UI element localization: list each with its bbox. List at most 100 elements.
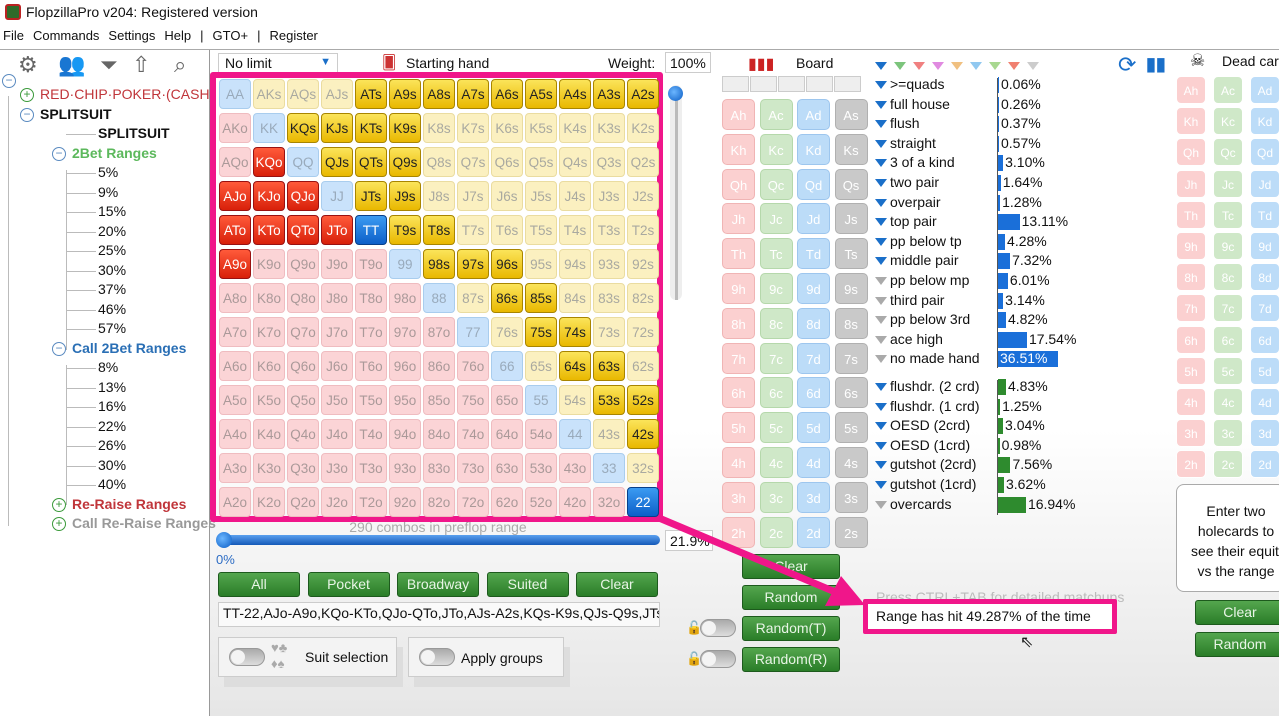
hand-cell-97o[interactable]: 97o [389, 317, 421, 347]
lock-river-toggle[interactable] [700, 650, 736, 668]
board-slot[interactable] [778, 76, 805, 92]
board-card-Kc[interactable]: Kc [759, 133, 793, 165]
filter-inactive-icon[interactable] [875, 296, 887, 305]
board-card-7d[interactable]: 7d [797, 342, 830, 374]
hand-cell-A7s[interactable]: A7s [457, 79, 489, 109]
game-type-dropdown[interactable]: No limit ▼ [218, 53, 338, 73]
hand-cell-J2o[interactable]: J2o [321, 487, 353, 517]
filter-active-icon[interactable] [875, 383, 887, 391]
dead-card-3h[interactable]: 3h [1176, 419, 1206, 448]
tree-item[interactable]: 13% [98, 378, 127, 395]
hand-cell-K3o[interactable]: K3o [253, 453, 285, 483]
tree-item[interactable]: 2Bet Ranges [72, 144, 157, 161]
hand-cell-T8o[interactable]: T8o [355, 283, 387, 313]
stat-row[interactable]: full house 0.26% [875, 96, 1041, 115]
dead-card-9h[interactable]: 9h [1176, 232, 1206, 260]
filter-group-icon[interactable] [989, 62, 1001, 70]
hand-cell-K5o[interactable]: K5o [253, 385, 285, 415]
dead-card-9d[interactable]: 9d [1250, 232, 1279, 260]
dead-card-6d[interactable]: 6d [1250, 325, 1279, 354]
stat-row[interactable]: OESD (1crd) 0.98% [875, 437, 1041, 456]
hand-cell-Q7o[interactable]: Q7o [287, 317, 319, 347]
hand-cell-85o[interactable]: 85o [423, 385, 455, 415]
weight-input[interactable]: 100% [665, 52, 711, 73]
collapse-icon[interactable]: − [2, 74, 16, 88]
hand-cell-AJo[interactable]: AJo [219, 181, 251, 211]
board-card-8c[interactable]: 8c [759, 307, 793, 339]
dead-card-Ah[interactable]: Ah [1176, 76, 1206, 104]
hand-cell-85s[interactable]: 85s [525, 283, 557, 313]
hand-cell-T7o[interactable]: T7o [355, 317, 387, 347]
dead-card-6h[interactable]: 6h [1176, 325, 1206, 354]
board-card-3s[interactable]: 3s [834, 481, 868, 513]
expand-icon[interactable]: + [52, 497, 66, 512]
range-slider[interactable] [218, 535, 660, 545]
collapse-icon[interactable]: − [52, 146, 66, 161]
board-card-Jd[interactable]: Jd [797, 203, 830, 235]
expand-icon[interactable]: + [20, 88, 34, 102]
dead-card-5d[interactable]: 5d [1250, 356, 1279, 385]
suit-selection-toggle[interactable] [229, 648, 265, 666]
hand-cell-J7o[interactable]: J7o [321, 317, 353, 347]
hand-cell-ATo[interactable]: ATo [219, 215, 251, 245]
hand-cell-J8o[interactable]: J8o [321, 283, 353, 313]
dead-card-Qd[interactable]: Qd [1250, 138, 1279, 167]
board-card-3h[interactable]: 3h [722, 481, 755, 513]
hand-cell-T6s[interactable]: T6s [491, 215, 523, 245]
hand-cell-97s[interactable]: 97s [457, 249, 489, 279]
board-card-2d[interactable]: 2d [797, 516, 830, 548]
dead-card-4c[interactable]: 4c [1213, 388, 1243, 416]
hand-cell-83s[interactable]: 83s [593, 283, 625, 313]
stat-row[interactable]: flush 0.37% [875, 115, 1041, 134]
hand-cell-64s[interactable]: 64s [559, 351, 591, 381]
hand-cell-95o[interactable]: 95o [389, 385, 421, 415]
dead-card-Kd[interactable]: Kd [1250, 107, 1279, 136]
tree-item[interactable]: 9% [98, 183, 119, 200]
stat-row[interactable]: overcards 16.94% [875, 496, 1075, 515]
stat-row[interactable]: gutshot (2crd) 7.56% [875, 456, 1052, 475]
tree-item[interactable]: SPLITSUIT [98, 125, 170, 141]
filter-group-icon[interactable] [894, 62, 906, 70]
dead-card-Ad[interactable]: Ad [1250, 76, 1279, 104]
hand-cell-Q4o[interactable]: Q4o [287, 419, 319, 449]
board-card-2h[interactable]: 2h [722, 516, 755, 548]
search-icon[interactable]: ⌕ [174, 52, 187, 77]
hand-cell-92o[interactable]: 92o [389, 487, 421, 517]
hand-cell-KJs[interactable]: KJs [321, 113, 353, 143]
board-card-As[interactable]: As [834, 99, 868, 130]
board-card-5h[interactable]: 5h [722, 412, 755, 444]
filter-active-icon[interactable] [875, 481, 887, 489]
range-clear-button[interactable]: Clear [576, 572, 658, 597]
hand-cell-AQs[interactable]: AQs [287, 79, 319, 109]
board-card-3d[interactable]: 3d [797, 481, 830, 513]
dead-random-button[interactable]: Random [1195, 632, 1279, 657]
hand-cell-Q6o[interactable]: Q6o [287, 351, 319, 381]
tree-item[interactable]: 16% [98, 398, 127, 414]
hand-cell-J7s[interactable]: J7s [457, 181, 489, 211]
hand-cell-T5s[interactable]: T5s [525, 215, 557, 245]
dead-card-8h[interactable]: 8h [1176, 263, 1206, 292]
board-card-4s[interactable]: 4s [834, 447, 868, 478]
menu-register[interactable]: Register [269, 28, 318, 43]
hand-cell-Q5s[interactable]: Q5s [525, 147, 557, 177]
tree-item[interactable]: RED·CHIP·POKER·(CASH) [40, 86, 215, 102]
dead-card-Tc[interactable]: Tc [1213, 200, 1243, 229]
tree-item[interactable]: 40% [98, 476, 127, 492]
hand-cell-T4s[interactable]: T4s [559, 215, 591, 245]
hand-cell-KK[interactable]: KK [253, 113, 285, 143]
hand-cell-J8s[interactable]: J8s [423, 181, 455, 211]
board-card-9d[interactable]: 9d [797, 273, 830, 304]
hand-cell-KQo[interactable]: KQo [253, 147, 285, 177]
dead-card-9c[interactable]: 9c [1213, 232, 1243, 260]
hand-cell-52s[interactable]: 52s [627, 385, 659, 415]
hand-cell-J5s[interactable]: J5s [525, 181, 557, 211]
dead-card-5h[interactable]: 5h [1176, 356, 1206, 385]
hand-cell-J3o[interactable]: J3o [321, 453, 353, 483]
hand-cell-72s[interactable]: 72s [627, 317, 659, 347]
filter-clear-icon[interactable] [1008, 62, 1020, 70]
board-card-Qs[interactable]: Qs [834, 168, 868, 200]
hand-cell-86s[interactable]: 86s [491, 283, 523, 313]
board-card-9s[interactable]: 9s [834, 273, 868, 304]
board-card-4h[interactable]: 4h [722, 447, 755, 478]
tree-item[interactable]: 8% [98, 359, 119, 375]
